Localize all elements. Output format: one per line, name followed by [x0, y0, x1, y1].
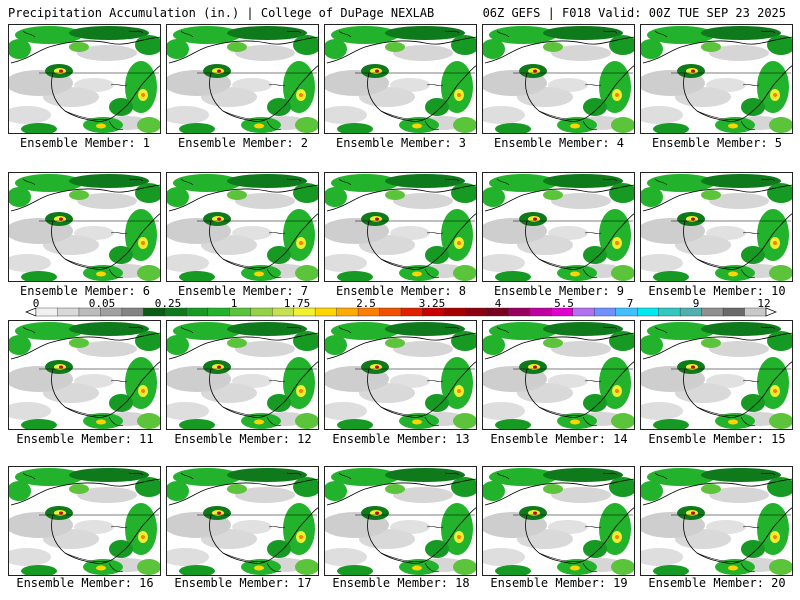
ensemble-member-map: [324, 24, 477, 134]
colorbar: [25, 307, 777, 317]
ensemble-member-label: Ensemble Member: 13: [332, 432, 470, 446]
ensemble-member-map: [166, 172, 319, 282]
colorbar-swatch: [529, 307, 552, 317]
ensemble-member-label: Ensemble Member: 11: [16, 432, 154, 446]
colorbar-tick-label: 0: [32, 297, 40, 310]
ensemble-member-map: [640, 466, 793, 576]
ensemble-member-map: [324, 320, 477, 430]
ensemble-member-map: [640, 172, 793, 282]
ensemble-member-map: [8, 172, 161, 282]
colorbar-tick-label: 7: [626, 297, 634, 310]
colorbar-swatch: [314, 307, 338, 317]
model-run-info: 06Z GEFS | F018 Valid: 00Z TUE SEP 23 20…: [482, 6, 786, 20]
colorbar-tick-label: 2.5: [356, 297, 376, 310]
colorbar-swatch: [465, 307, 488, 317]
page-title: Precipitation Accumulation (in.) | Colle…: [8, 6, 435, 20]
ensemble-member-map: [482, 320, 635, 430]
colorbar-swatch: [186, 307, 209, 317]
colorbar-tick-label: 12: [757, 297, 771, 310]
colorbar-tick-label: 5.5: [554, 297, 574, 310]
ensemble-member-label: Ensemble Member: 20: [648, 576, 786, 590]
ensemble-member-map: [482, 466, 635, 576]
colorbar-swatch: [701, 307, 724, 317]
colorbar-tick-label: 1: [230, 297, 238, 310]
ensemble-member-label: Ensemble Member: 17: [174, 576, 312, 590]
ensemble-member-label: Ensemble Member: 4: [493, 136, 625, 150]
ensemble-member-label: Ensemble Member: 19: [490, 576, 628, 590]
colorbar-swatch: [722, 307, 746, 317]
ensemble-member-map: [8, 24, 161, 134]
colorbar-swatch: [443, 307, 467, 317]
colorbar-swatch: [379, 307, 402, 317]
ensemble-member-map: [8, 466, 161, 576]
ensemble-member-map: [482, 172, 635, 282]
colorbar-swatch: [57, 307, 80, 317]
ensemble-member-map: [324, 466, 477, 576]
colorbar-tick-label: 3.25: [418, 297, 446, 310]
colorbar-swatch: [250, 307, 273, 317]
ensemble-member-map: [640, 320, 793, 430]
ensemble-member-label: Ensemble Member: 16: [16, 576, 154, 590]
colorbar-tick-label: 0.25: [154, 297, 182, 310]
ensemble-member-map: [640, 24, 793, 134]
ensemble-member-map: [482, 24, 635, 134]
colorbar-swatch: [594, 307, 617, 317]
colorbar-swatch: [207, 307, 230, 317]
ensemble-member-label: Ensemble Member: 10: [648, 284, 786, 298]
colorbar-swatch: [658, 307, 681, 317]
ensemble-member-map: [8, 320, 161, 430]
ensemble-member-label: Ensemble Member: 3: [335, 136, 467, 150]
colorbar-swatch: [572, 307, 595, 317]
ensemble-member-label: Ensemble Member: 15: [648, 432, 786, 446]
ensemble-member-map: [166, 320, 319, 430]
colorbar-right-arrow: [765, 307, 777, 317]
colorbar-tick-label: 9: [692, 297, 700, 310]
colorbar-tick-label: 0.05: [88, 297, 116, 310]
ensemble-member-label: Ensemble Member: 1: [19, 136, 151, 150]
ensemble-member-label: Ensemble Member: 5: [651, 136, 783, 150]
ensemble-member-label: Ensemble Member: 8: [335, 284, 467, 298]
ensemble-member-label: Ensemble Member: 7: [177, 284, 309, 298]
colorbar-swatch: [121, 307, 144, 317]
colorbar-tick-label: 1.75: [283, 297, 311, 310]
colorbar-swatch: [508, 307, 531, 317]
ensemble-member-label: Ensemble Member: 9: [493, 284, 625, 298]
colorbar-tick-label: 4: [494, 297, 502, 310]
ensemble-member-label: Ensemble Member: 12: [174, 432, 312, 446]
ensemble-member-map: [324, 172, 477, 282]
ensemble-member-map: [166, 466, 319, 576]
ensemble-member-label: Ensemble Member: 2: [177, 136, 309, 150]
ensemble-member-label: Ensemble Member: 18: [332, 576, 470, 590]
ensemble-member-label: Ensemble Member: 6: [19, 284, 151, 298]
ensemble-member-map: [166, 24, 319, 134]
colorbar-swatch: [636, 307, 660, 317]
ensemble-member-label: Ensemble Member: 14: [490, 432, 628, 446]
